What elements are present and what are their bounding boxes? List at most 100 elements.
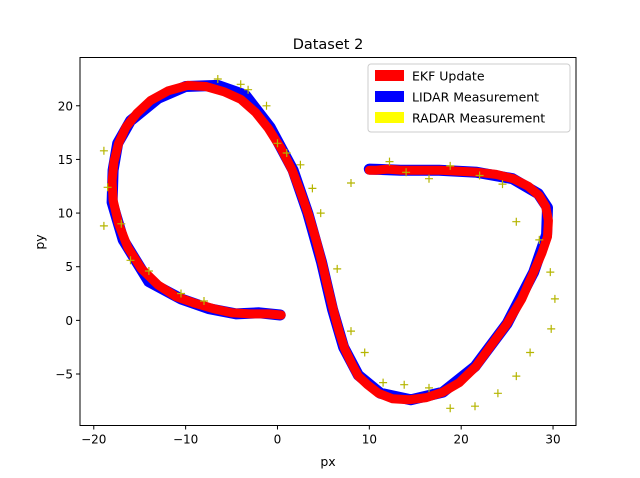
- ekf-point: [122, 123, 130, 131]
- radar-point: [144, 267, 153, 275]
- radar-point: [308, 184, 317, 193]
- radar-point: [273, 139, 282, 148]
- ekf-point: [115, 139, 123, 147]
- radar-point: [126, 256, 135, 265]
- radar-point: [546, 268, 555, 277]
- ekf-point: [335, 327, 343, 335]
- ekf-point: [264, 310, 272, 318]
- radar-point: [446, 404, 455, 413]
- ekf-point: [277, 145, 285, 153]
- radar-point: [117, 219, 126, 228]
- ekf-point: [510, 175, 517, 183]
- ekf-point: [388, 395, 396, 403]
- ekf-point: [228, 309, 236, 317]
- x-tick-label: 10: [362, 433, 377, 447]
- ekf-point: [202, 83, 210, 90]
- ekf-point: [384, 165, 392, 173]
- radar-point: [177, 289, 185, 298]
- radar-point: [213, 75, 222, 83]
- ekf-point: [420, 166, 428, 174]
- ekf-point: [264, 124, 272, 132]
- ekf-point: [305, 211, 313, 219]
- radar-point: [471, 402, 479, 411]
- radar-point: [99, 221, 108, 230]
- ekf-point: [330, 307, 337, 315]
- radar-point: [385, 157, 394, 166]
- radar-point: [282, 149, 291, 157]
- y-tick-label: 0: [65, 314, 73, 328]
- ekf-point: [251, 108, 259, 116]
- radar-point: [535, 235, 544, 244]
- ekf-point: [373, 166, 381, 174]
- plot-area: [99, 75, 559, 413]
- radar-point: [99, 146, 108, 155]
- radar-point: [333, 264, 342, 273]
- ekf-point: [455, 167, 463, 175]
- radar-point: [296, 160, 305, 169]
- ekf-point: [530, 268, 538, 276]
- y-tick-label: −5: [55, 368, 73, 382]
- ekf-point: [409, 166, 417, 174]
- radar-point: [379, 378, 388, 387]
- legend-swatch: [375, 91, 404, 102]
- ekf-point: [209, 305, 217, 313]
- radar-point: [446, 161, 455, 170]
- ekf-point: [365, 166, 373, 174]
- radar-point: [236, 80, 245, 89]
- ekf-point: [191, 299, 199, 307]
- radar-point: [347, 179, 355, 187]
- ekf-point: [220, 88, 228, 96]
- ekf-point: [277, 311, 285, 319]
- radar-point: [498, 180, 507, 189]
- radar-point: [512, 372, 521, 381]
- ekf-point: [518, 295, 526, 303]
- ekf-point: [487, 342, 495, 350]
- ekf-point: [354, 372, 362, 380]
- ekf-point: [364, 381, 371, 389]
- axes-frame: [79, 57, 577, 426]
- x-tick-label: 30: [545, 433, 560, 447]
- ekf-point: [538, 249, 546, 257]
- ekf-point: [138, 265, 145, 273]
- ekf-point: [147, 96, 155, 104]
- ekf-point: [237, 95, 245, 103]
- y-tick-label: 20: [58, 99, 73, 113]
- ekf-point: [347, 358, 355, 366]
- ekf-point: [422, 394, 430, 402]
- radar-point: [547, 324, 556, 333]
- ekf-point: [154, 281, 162, 289]
- x-tick-label: 20: [454, 433, 469, 447]
- y-tick-label: 5: [65, 260, 73, 274]
- radar-point: [475, 171, 484, 180]
- radar-point: [103, 183, 112, 192]
- radar-point: [316, 209, 325, 218]
- radar-point: [360, 348, 369, 357]
- radar-point: [512, 217, 521, 226]
- ekf-point: [455, 379, 463, 387]
- ekf-point: [544, 217, 552, 225]
- legend: EKF Update LIDAR Measurement RADAR Measure…: [367, 63, 571, 133]
- radar-point: [402, 168, 411, 177]
- radar-point: [425, 383, 433, 392]
- ekf-point: [503, 320, 511, 328]
- ekf-point: [472, 363, 480, 370]
- x-axis: −20 −10 0 10 20 30: [81, 425, 561, 447]
- y-tick-label: 15: [58, 153, 73, 167]
- ekf-point: [133, 109, 141, 117]
- ekf-point: [492, 170, 500, 178]
- radar-point: [200, 297, 208, 305]
- legend-label: LIDAR Measurement: [412, 90, 539, 105]
- ekf-point: [524, 182, 532, 190]
- legend-swatch: [375, 112, 404, 123]
- x-axis-label: px: [320, 454, 335, 469]
- legend-swatch: [375, 70, 404, 81]
- ekf-point: [405, 396, 413, 404]
- ekf-point: [296, 188, 304, 196]
- legend-frame: [367, 63, 571, 133]
- ekf-point: [324, 284, 332, 292]
- ekf-point: [542, 203, 550, 211]
- radar-point: [550, 294, 559, 303]
- legend-label: RADAR Measurement: [412, 111, 545, 126]
- ekf-point: [109, 196, 117, 204]
